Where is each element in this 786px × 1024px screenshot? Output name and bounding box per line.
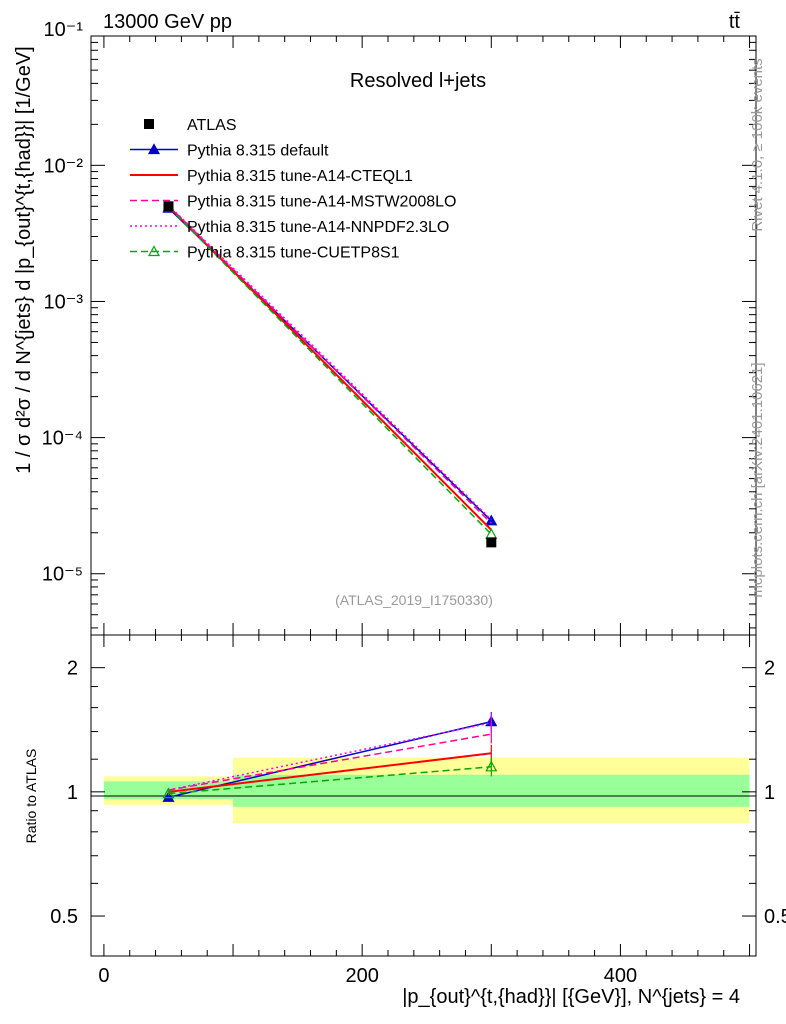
energy-label: 13000 GeV pp: [103, 11, 232, 33]
x-axis-label: |p_{out}^{t,{had}}| [{GeV}], N^{jets} = …: [402, 986, 740, 1008]
y-ratio-tick-label-right: 0.5: [764, 906, 786, 928]
ratio-point-pythia-8-315-tune-cuetp8s1: [162, 787, 175, 799]
legend-marker-pythia-8-315-default: [147, 143, 161, 155]
main-line-pythia-8-315-tune-a14-cteql1: [167, 205, 492, 531]
atlas-data-point: [486, 537, 497, 548]
tick-labels: 0 200 400 10⁻¹ 10⁻² 10⁻³ 10⁻⁴ 10⁻⁵ 2 2 1 1 0.5 0.5: [42, 19, 786, 987]
x-tick-label: 200: [345, 965, 378, 987]
analysis-id: (ATLAS_2019_I1750330): [335, 592, 493, 608]
legend-marker-pythia-8-315-tune-cuetp8s1: [147, 245, 161, 257]
legend-label-pythia-8-315-tune-a14-cteql1: Pythia 8.315 tune-A14-CTEQL1: [187, 168, 413, 185]
y-main-tick-label: 10⁻³: [44, 291, 84, 313]
main-line-pythia-8-315-tune-a14-nnpdf2-3lo: [167, 204, 492, 521]
y-main-tick-label: 10⁻⁵: [42, 564, 83, 586]
process-label: tt̄: [729, 11, 741, 33]
y-ratio-tick-label-left: 0.5: [50, 906, 78, 928]
panel-title: Resolved l+jets: [350, 70, 486, 92]
atlas-data-point: [163, 201, 174, 212]
y-ratio-tick-label-right: 1: [764, 782, 775, 804]
legend-label-atlas: ATLAS: [187, 117, 237, 134]
main-series-group: [162, 200, 498, 548]
legend-marker-atlas: [144, 119, 154, 129]
ratio-band-inner-1: [233, 774, 750, 807]
ratio-series-group: [162, 712, 498, 802]
legend-label-pythia-8-315-default: Pythia 8.315 default: [187, 143, 329, 160]
x-tick-label: 400: [604, 965, 637, 987]
main-line-pythia-8-315-tune-a14-mstw2008lo: [167, 205, 492, 524]
side-label-mcplots: mcplots.cern.ch [arXiv:2401.10621]: [749, 362, 766, 597]
y-main-tick-label: 10⁻²: [44, 155, 84, 177]
y-ratio-tick-label-left: 1: [67, 782, 78, 804]
y-ratio-tick-label-left: 2: [67, 658, 78, 680]
ratio-point-pythia-8-315-tune-cuetp8s1: [485, 760, 498, 772]
legend-label-pythia-8-315-tune-a14-mstw2008lo: Pythia 8.315 tune-A14-MSTW2008LO: [187, 194, 456, 211]
legend-label-pythia-8-315-tune-a14-nnpdf2-3lo: Pythia 8.315 tune-A14-NNPDF2.3LO: [187, 219, 449, 236]
y-main-axis-label: 1 / σ d²σ / d N^{jets} d |p_{out}^{t,{ha…: [13, 46, 35, 473]
y-main-tick-label: 10⁻⁴: [42, 428, 83, 450]
ratio-line-pythia-8-315-tune-cuetp8s1: [168, 766, 492, 795]
y-ratio-tick-label-right: 2: [764, 658, 775, 680]
y-main-tick-label: 10⁻¹: [44, 19, 84, 41]
axis-ticks: [91, 36, 756, 956]
y-ratio-axis-label: Ratio to ATLAS: [23, 749, 39, 844]
side-label-rivet: Rivet 4.1.0, ≥ 100k events: [749, 58, 766, 231]
legend: ATLAS Pythia 8.315 default Pythia 8.315 tu…: [130, 117, 456, 262]
main-point-pythia-8-315-default: [485, 514, 498, 526]
x-tick-label: 0: [98, 965, 109, 987]
ratio-point-pythia-8-315-default: [162, 791, 175, 802]
legend-label-pythia-8-315-tune-cuetp8s1: Pythia 8.315 tune-CUETP8S1: [187, 245, 400, 262]
ratio-line-pythia-8-315-tune-a14-cteql1: [168, 752, 492, 793]
